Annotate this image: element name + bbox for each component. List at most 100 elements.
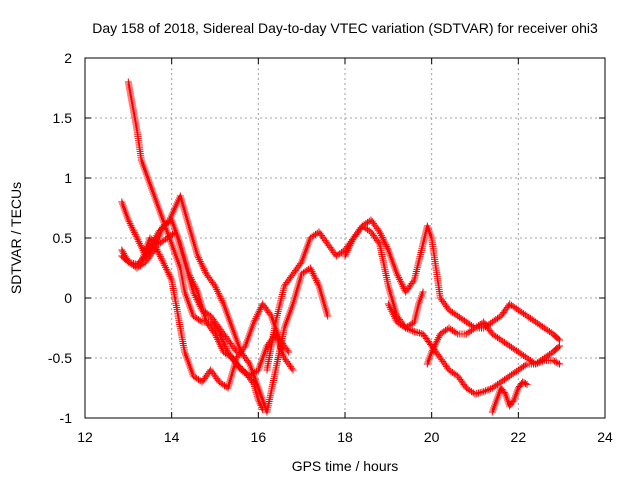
data-point (134, 236, 142, 244)
data-point (288, 364, 296, 372)
data-point (487, 328, 495, 336)
data-point (349, 236, 357, 244)
data-point (519, 378, 527, 386)
data-point (218, 296, 226, 304)
data-point (255, 307, 263, 315)
data-point (212, 332, 220, 340)
data-point (196, 302, 204, 310)
data-point (136, 241, 144, 249)
data-point (480, 388, 488, 396)
data-point (252, 314, 260, 322)
data-point (240, 344, 248, 352)
data-point (199, 263, 207, 271)
data-point (374, 226, 382, 234)
data-point (520, 379, 528, 387)
data-point (192, 293, 200, 301)
x-tick-label: 18 (337, 429, 353, 445)
data-point (377, 232, 385, 240)
data-point (130, 227, 138, 235)
data-point (160, 260, 168, 268)
data-point (227, 353, 235, 361)
data-point (201, 268, 209, 276)
data-point (167, 274, 175, 282)
chart-title: Day 158 of 2018, Sidereal Day-to-day VTE… (92, 20, 598, 36)
data-point (396, 277, 404, 285)
data-point (214, 337, 222, 345)
data-point (389, 309, 397, 317)
data-point (233, 348, 241, 356)
data-point (253, 313, 261, 321)
data-point (162, 263, 170, 271)
data-point (217, 295, 225, 303)
data-point (218, 344, 226, 352)
data-point (331, 250, 339, 258)
data-point (381, 239, 389, 247)
series-trace-e (137, 228, 241, 356)
data-point (314, 280, 322, 288)
data-point (133, 234, 141, 242)
data-point (214, 376, 222, 384)
data-point (166, 272, 174, 280)
data-point (409, 327, 417, 335)
data-point (164, 269, 172, 277)
data-point (483, 386, 491, 394)
data-point (377, 230, 385, 238)
data-point (130, 229, 138, 237)
data-point (196, 257, 204, 265)
data-point (394, 272, 402, 280)
data-point (197, 259, 205, 267)
data-point (344, 245, 352, 253)
data-point (365, 217, 373, 225)
series-trace-d (118, 240, 293, 392)
series-trace-j (384, 288, 427, 332)
data-point (312, 277, 320, 285)
data-point (217, 343, 225, 351)
data-point (556, 342, 563, 350)
data-point (395, 274, 403, 282)
data-point (556, 336, 563, 344)
y-tick-label: 1 (64, 170, 72, 186)
data-point (210, 328, 218, 336)
data-point (342, 250, 350, 258)
data-point (158, 256, 166, 264)
series-trace-h (423, 318, 563, 368)
data-point (391, 314, 399, 322)
data-point (393, 270, 401, 278)
data-point (155, 249, 163, 257)
data-point (201, 266, 209, 274)
y-tick-label: 2 (64, 50, 72, 66)
data-point (131, 230, 139, 238)
x-tick-label: 14 (164, 429, 180, 445)
data-point (390, 311, 398, 319)
data-point (126, 220, 134, 228)
data-point (213, 286, 221, 294)
y-tick-label: 0.5 (53, 230, 73, 246)
data-point (554, 343, 562, 351)
data-point (341, 252, 349, 260)
data-point (194, 252, 202, 260)
data-point (194, 297, 202, 305)
data-point (266, 310, 274, 318)
data-point (344, 247, 352, 255)
data-point (152, 244, 160, 252)
data-point (347, 239, 355, 247)
series-trace-g (341, 216, 563, 344)
data-point (308, 268, 316, 276)
data-point (556, 360, 563, 368)
data-point (390, 313, 398, 321)
data-point (313, 229, 321, 237)
data-point (129, 225, 137, 233)
data-point (461, 382, 469, 390)
data-point (193, 295, 201, 303)
data-point (307, 266, 315, 274)
data-point (419, 288, 427, 296)
data-point (190, 290, 198, 298)
data-point (433, 337, 441, 345)
x-tick-label: 12 (77, 429, 93, 445)
data-point (195, 256, 203, 264)
data-point (189, 288, 197, 296)
data-point (127, 221, 135, 229)
data-point (452, 371, 460, 379)
data-point (365, 227, 373, 235)
